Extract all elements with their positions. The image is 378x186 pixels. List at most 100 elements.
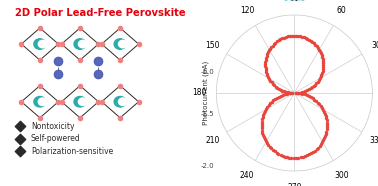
Point: [263, 107, 269, 110]
Point: [265, 76, 271, 79]
Point: [259, 125, 265, 128]
Point: [270, 99, 276, 102]
Point: [304, 94, 310, 97]
Point: [266, 145, 273, 148]
Point: [136, 43, 142, 46]
Point: [321, 137, 327, 140]
Point: [301, 90, 307, 93]
Point: [293, 34, 299, 37]
Text: Nontoxicity: Nontoxicity: [31, 122, 74, 131]
Point: [306, 153, 312, 156]
Point: [277, 38, 284, 41]
Point: [306, 95, 312, 98]
Point: [262, 138, 268, 141]
Circle shape: [34, 39, 46, 49]
Point: [295, 91, 301, 94]
Point: [320, 57, 326, 60]
Point: [263, 58, 269, 61]
Point: [264, 105, 270, 108]
Point: [314, 148, 320, 151]
Point: [289, 92, 295, 94]
Point: [320, 65, 326, 68]
Point: [276, 87, 282, 90]
Point: [314, 45, 320, 48]
Point: [37, 84, 43, 87]
Point: [324, 119, 330, 122]
Point: [136, 100, 142, 103]
Point: [19, 43, 25, 46]
Point: [297, 156, 304, 159]
Point: [301, 36, 307, 39]
Point: [322, 112, 328, 115]
Point: [293, 156, 299, 159]
Point: [55, 43, 61, 46]
Point: [282, 93, 288, 96]
Point: [264, 72, 270, 75]
Point: [320, 63, 326, 66]
Point: [55, 100, 61, 103]
Point: [265, 74, 271, 77]
Point: [321, 110, 327, 113]
Point: [96, 100, 102, 103]
Circle shape: [114, 97, 126, 107]
Point: [312, 83, 318, 86]
Point: [280, 93, 286, 96]
Point: [313, 100, 319, 102]
Text: 2D Polar Lead-Free Perovskite: 2D Polar Lead-Free Perovskite: [15, 8, 185, 18]
Point: [276, 39, 282, 42]
Point: [259, 131, 265, 134]
Point: [259, 129, 265, 132]
Point: [272, 97, 278, 100]
Point: [117, 26, 123, 29]
Point: [284, 92, 290, 95]
Point: [287, 35, 293, 38]
Point: [310, 97, 316, 100]
Point: [315, 46, 321, 49]
Point: [260, 113, 266, 116]
Point: [268, 81, 274, 84]
Point: [267, 102, 273, 105]
Text: Self-powered: Self-powered: [31, 134, 81, 143]
Point: [320, 67, 326, 70]
Point: [259, 120, 265, 123]
Point: [272, 150, 278, 153]
Point: [285, 35, 291, 38]
Point: [270, 44, 276, 47]
Point: [317, 145, 323, 147]
Point: [274, 86, 280, 89]
Point: [323, 115, 329, 118]
Circle shape: [38, 40, 47, 48]
Point: [285, 91, 291, 94]
Point: [310, 151, 316, 154]
Point: [318, 52, 324, 54]
Point: [263, 56, 269, 59]
Point: [262, 64, 268, 67]
Point: [95, 73, 101, 76]
Point: [309, 86, 315, 89]
Point: [17, 125, 23, 128]
Point: [308, 87, 314, 90]
Point: [259, 127, 265, 130]
Point: [117, 84, 123, 87]
Point: [316, 78, 322, 81]
Point: [263, 70, 269, 73]
Point: [324, 121, 330, 124]
Point: [278, 94, 284, 97]
Point: [288, 156, 294, 159]
Point: [304, 154, 310, 157]
Point: [271, 43, 277, 46]
Point: [287, 92, 293, 95]
Circle shape: [78, 98, 87, 105]
Point: [318, 75, 324, 78]
Point: [311, 98, 318, 101]
Point: [267, 47, 273, 50]
Point: [260, 116, 266, 119]
Point: [261, 111, 267, 114]
Point: [319, 71, 325, 74]
Point: [37, 116, 43, 119]
Point: [283, 35, 289, 38]
Point: [322, 135, 328, 138]
Point: [286, 156, 292, 159]
Point: [99, 100, 105, 103]
Point: [302, 155, 308, 158]
